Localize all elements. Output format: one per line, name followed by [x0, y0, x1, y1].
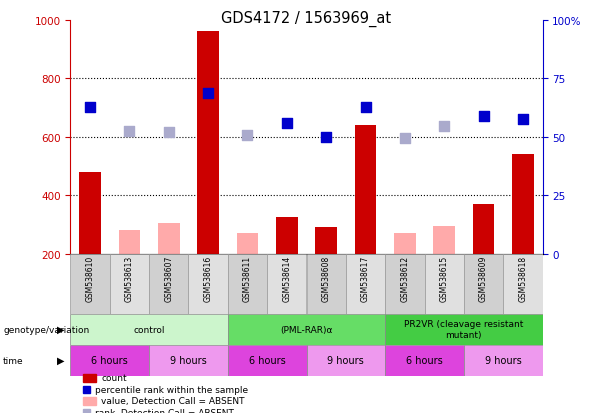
Point	[400, 135, 409, 142]
Text: 9 hours: 9 hours	[327, 355, 364, 366]
Bar	[237, 234, 258, 254]
Text: 6 hours: 6 hours	[406, 355, 443, 366]
Bar	[149, 345, 228, 376]
Point	[282, 121, 292, 128]
Text: GSM538608: GSM538608	[322, 255, 330, 301]
Text: GSM538611: GSM538611	[243, 255, 252, 301]
Point	[321, 134, 331, 140]
Bar	[110, 254, 149, 314]
Text: GSM538613: GSM538613	[125, 255, 134, 301]
Text: ▶: ▶	[57, 324, 64, 335]
Bar	[385, 314, 543, 345]
Text: (PML-RAR)α: (PML-RAR)α	[280, 325, 333, 334]
Bar	[70, 345, 149, 376]
Bar	[228, 254, 267, 314]
Text: time: time	[3, 356, 24, 365]
Bar	[228, 345, 306, 376]
Point	[518, 116, 528, 123]
Bar	[119, 230, 140, 254]
Bar	[306, 345, 385, 376]
Point	[360, 105, 370, 112]
Bar	[315, 228, 337, 254]
Bar	[385, 345, 464, 376]
Point	[164, 130, 173, 136]
Text: GDS4172 / 1563969_at: GDS4172 / 1563969_at	[221, 10, 392, 26]
Bar	[512, 155, 534, 254]
Text: ▶: ▶	[57, 355, 64, 366]
Bar	[355, 126, 376, 254]
Bar	[473, 204, 494, 254]
Text: control: control	[134, 325, 165, 334]
Bar	[276, 218, 298, 254]
Bar	[79, 172, 101, 254]
Bar	[306, 254, 346, 314]
Point	[204, 90, 213, 97]
Text: GSM538616: GSM538616	[204, 255, 213, 301]
Point	[479, 114, 489, 120]
Bar	[385, 254, 424, 314]
Bar	[197, 32, 219, 254]
Point	[85, 105, 95, 112]
Text: rank, Detection Call = ABSENT: rank, Detection Call = ABSENT	[95, 408, 234, 413]
Text: 9 hours: 9 hours	[485, 355, 522, 366]
Bar	[503, 254, 543, 314]
Text: GSM538609: GSM538609	[479, 255, 488, 301]
Text: count: count	[101, 373, 127, 382]
Bar	[189, 254, 228, 314]
Bar	[158, 223, 180, 254]
Text: GSM538610: GSM538610	[86, 255, 94, 301]
Point	[243, 133, 253, 139]
Bar	[70, 254, 110, 314]
Bar	[228, 314, 385, 345]
Bar	[424, 254, 464, 314]
Bar	[464, 254, 503, 314]
Text: percentile rank within the sample: percentile rank within the sample	[95, 385, 248, 394]
Text: value, Detection Call = ABSENT: value, Detection Call = ABSENT	[101, 396, 245, 406]
Bar	[464, 345, 543, 376]
Bar	[149, 254, 189, 314]
Text: 9 hours: 9 hours	[170, 355, 207, 366]
Text: GSM538618: GSM538618	[519, 255, 527, 301]
Point	[440, 124, 449, 131]
Bar	[346, 254, 385, 314]
Text: 6 hours: 6 hours	[91, 355, 128, 366]
Bar	[267, 254, 306, 314]
Text: PR2VR (cleavage resistant
mutant): PR2VR (cleavage resistant mutant)	[404, 320, 524, 339]
Text: GSM538614: GSM538614	[283, 255, 291, 301]
Text: 6 hours: 6 hours	[249, 355, 286, 366]
Bar	[70, 314, 228, 345]
Text: GSM538607: GSM538607	[164, 255, 173, 301]
Text: GSM538617: GSM538617	[361, 255, 370, 301]
Text: GSM538612: GSM538612	[400, 255, 409, 301]
Point	[124, 128, 134, 135]
Text: genotype/variation: genotype/variation	[3, 325, 89, 334]
Text: GSM538615: GSM538615	[440, 255, 449, 301]
Bar	[433, 226, 455, 254]
Bar	[394, 234, 416, 254]
